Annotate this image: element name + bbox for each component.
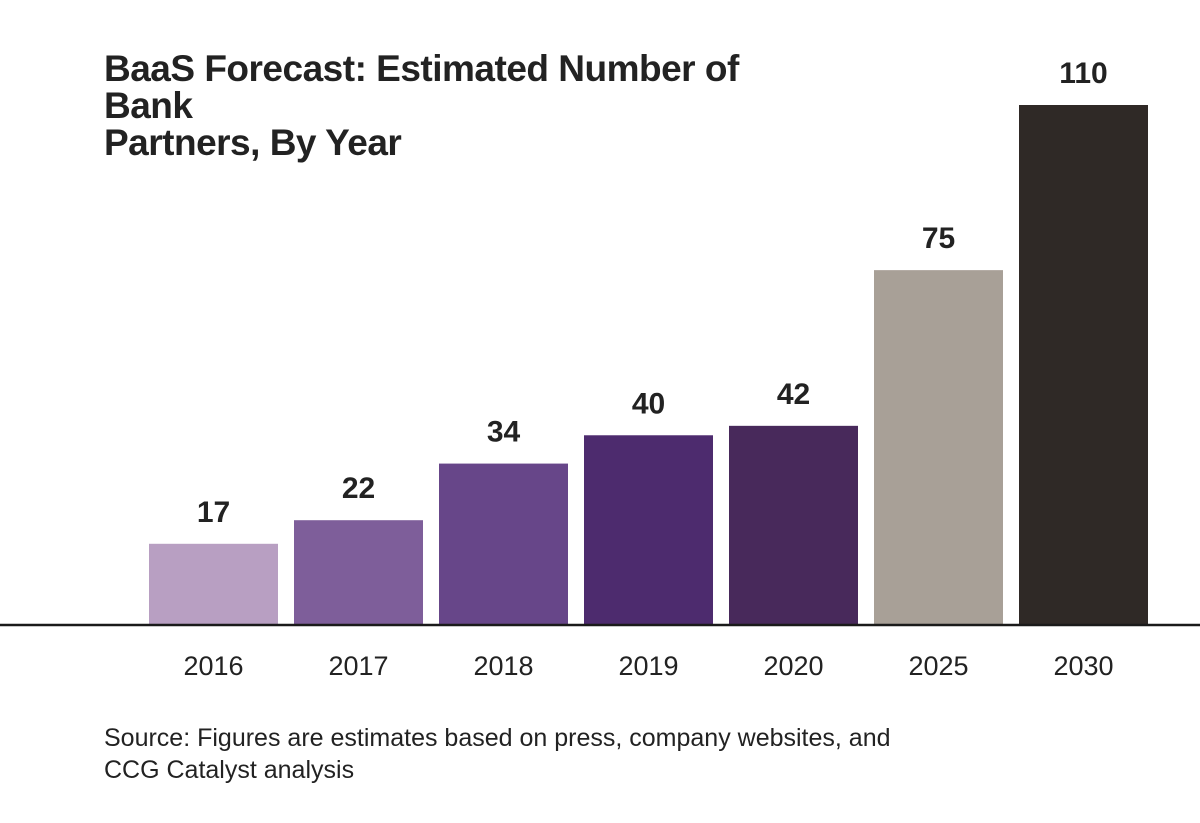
source-note: Source: Figures are estimates based on p… (104, 722, 1004, 786)
chart-title: BaaS Forecast: Estimated Number of Bank … (104, 50, 824, 161)
x-tick-label-2016: 2016 (183, 651, 243, 681)
x-tick-label-2020: 2020 (763, 651, 823, 681)
x-tick-label-2025: 2025 (908, 651, 968, 681)
bar-2018 (439, 463, 568, 624)
data-label-2020: 42 (777, 378, 810, 411)
chart-title-line-2: Partners, By Year (104, 122, 402, 163)
x-tick-label-2017: 2017 (328, 651, 388, 681)
x-tick-label-2018: 2018 (473, 651, 533, 681)
source-note-line-1: Source: Figures are estimates based on p… (104, 724, 891, 752)
bar-2025 (874, 270, 1003, 624)
data-label-2017: 22 (342, 472, 375, 505)
bar-2019 (584, 435, 713, 624)
bar-2030 (1019, 105, 1148, 624)
chart-title-line-1: BaaS Forecast: Estimated Number of Bank (104, 48, 739, 126)
data-label-2019: 40 (632, 387, 665, 420)
bar-2017 (294, 520, 423, 624)
source-note-line-2: CCG Catalyst analysis (104, 756, 355, 784)
x-tick-label-2030: 2030 (1053, 651, 1113, 681)
data-label-2016: 17 (197, 496, 230, 529)
data-label-2030: 110 (1059, 57, 1107, 90)
bar-2020 (729, 425, 858, 624)
data-label-2025: 75 (922, 222, 955, 255)
data-label-2018: 34 (487, 416, 521, 449)
bar-2016 (149, 543, 278, 624)
x-tick-label-2019: 2019 (618, 651, 678, 681)
